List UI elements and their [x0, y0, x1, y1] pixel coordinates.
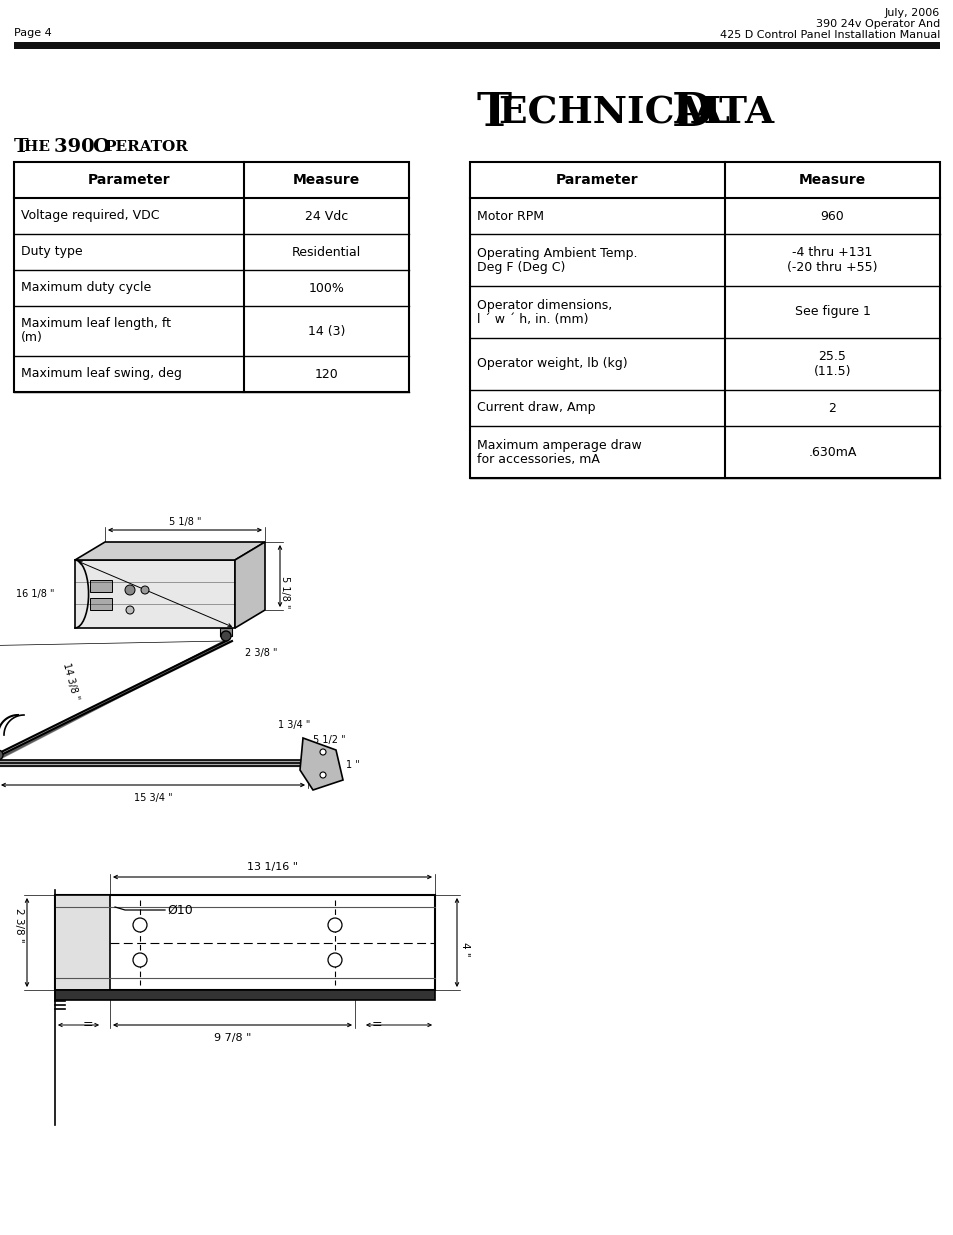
Text: 14 (3): 14 (3): [308, 325, 345, 337]
Circle shape: [125, 585, 135, 595]
Text: HE: HE: [24, 140, 55, 154]
Text: 1 3/4 ": 1 3/4 ": [277, 720, 310, 730]
Text: 390 24v Operator And: 390 24v Operator And: [815, 19, 939, 28]
Bar: [55, 895, 110, 990]
Bar: [55, 895, 435, 990]
Text: T: T: [14, 138, 29, 156]
Polygon shape: [234, 542, 265, 629]
Bar: [470, 162, 939, 478]
Text: Maximum leaf swing, deg: Maximum leaf swing, deg: [21, 368, 182, 380]
Text: 390: 390: [54, 138, 101, 156]
Text: 5 1/8 ": 5 1/8 ": [169, 517, 201, 527]
Text: Measure: Measure: [293, 173, 359, 186]
Text: 425 D Control Panel Installation Manual: 425 D Control Panel Installation Manual: [719, 30, 939, 40]
Text: 16 1/8 ": 16 1/8 ": [16, 589, 55, 599]
Text: Current draw, Amp: Current draw, Amp: [476, 401, 595, 415]
Text: 24 Vdc: 24 Vdc: [305, 210, 348, 222]
Bar: [14, 162, 409, 391]
Text: Operating Ambient Temp.: Operating Ambient Temp.: [476, 247, 637, 259]
Text: 14 3/8 ": 14 3/8 ": [61, 662, 80, 701]
Circle shape: [0, 750, 3, 760]
Text: 4 ": 4 ": [459, 942, 470, 957]
Text: 15 3/4 ": 15 3/4 ": [133, 793, 172, 803]
Text: Parameter: Parameter: [88, 173, 171, 186]
Text: 1 ": 1 ": [346, 760, 359, 769]
Bar: [90, 598, 112, 610]
Text: l ´ w ´ h, in. (mm): l ´ w ´ h, in. (mm): [476, 312, 588, 326]
Text: .630mA: .630mA: [807, 446, 856, 458]
Circle shape: [132, 953, 147, 967]
Text: 120: 120: [314, 368, 338, 380]
Text: 5 1/2 ": 5 1/2 ": [313, 735, 345, 745]
Text: Parameter: Parameter: [556, 173, 639, 186]
Text: Maximum duty cycle: Maximum duty cycle: [21, 282, 152, 294]
Circle shape: [319, 772, 326, 778]
Text: 960: 960: [820, 210, 843, 222]
Text: Voltage required, VDC: Voltage required, VDC: [21, 210, 159, 222]
Text: =: =: [83, 1019, 93, 1031]
Text: Operator dimensions,: Operator dimensions,: [476, 299, 612, 311]
Bar: [14, 42, 939, 49]
Text: Duty type: Duty type: [21, 246, 83, 258]
Text: O: O: [91, 138, 109, 156]
Text: 9 7/8 ": 9 7/8 ": [213, 1032, 251, 1044]
Text: Maximum amperage draw: Maximum amperage draw: [476, 438, 641, 452]
Text: for accessories, mA: for accessories, mA: [476, 452, 599, 466]
Text: -4 thru +131: -4 thru +131: [792, 247, 872, 259]
Text: T: T: [476, 90, 512, 136]
Bar: [220, 629, 232, 636]
Text: ECHNICAL: ECHNICAL: [498, 94, 742, 131]
Text: Operator weight, lb (kg): Operator weight, lb (kg): [476, 357, 627, 370]
Text: 5 1/8 ": 5 1/8 ": [280, 576, 290, 609]
Circle shape: [126, 606, 133, 614]
Circle shape: [132, 918, 147, 932]
Text: (11.5): (11.5): [813, 364, 850, 378]
Text: Deg F (Deg C): Deg F (Deg C): [476, 261, 565, 273]
Text: PERATOR: PERATOR: [104, 140, 188, 154]
Text: =: =: [372, 1019, 382, 1031]
Text: ATA: ATA: [691, 94, 773, 131]
Text: 25.5: 25.5: [818, 351, 845, 363]
Text: D: D: [671, 90, 712, 136]
Circle shape: [319, 748, 326, 755]
Circle shape: [221, 631, 231, 641]
Circle shape: [328, 918, 341, 932]
Polygon shape: [75, 542, 265, 559]
Polygon shape: [299, 739, 343, 790]
Text: 2 3/8 ": 2 3/8 ": [245, 648, 277, 658]
Circle shape: [141, 585, 149, 594]
Text: 13 1/16 ": 13 1/16 ": [247, 862, 297, 872]
Text: Maximum leaf length, ft: Maximum leaf length, ft: [21, 317, 171, 331]
Text: Measure: Measure: [798, 173, 865, 186]
Circle shape: [328, 953, 341, 967]
Text: July, 2006: July, 2006: [883, 7, 939, 19]
Text: Residential: Residential: [292, 246, 361, 258]
Bar: [55, 990, 435, 1000]
Bar: [90, 580, 112, 592]
Text: 2: 2: [828, 401, 836, 415]
Text: Page 4: Page 4: [14, 28, 51, 38]
Text: (m): (m): [21, 331, 43, 345]
Text: 2 3/8 ": 2 3/8 ": [14, 908, 24, 942]
Text: (-20 thru +55): (-20 thru +55): [786, 261, 877, 273]
Polygon shape: [75, 559, 234, 629]
Text: Ø10: Ø10: [167, 904, 193, 916]
Text: 100%: 100%: [308, 282, 344, 294]
Text: Motor RPM: Motor RPM: [476, 210, 543, 222]
Text: See figure 1: See figure 1: [794, 305, 869, 319]
